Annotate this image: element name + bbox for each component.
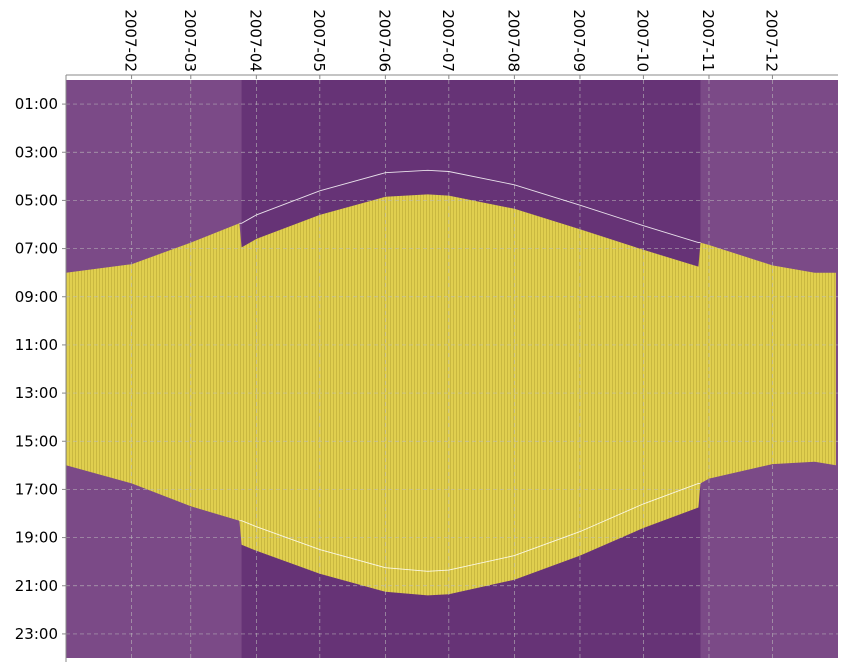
standard-time-sunset-line [239, 482, 701, 572]
x-tick-label: 2007-07 [439, 9, 457, 72]
y-tick-label: 17:00 [15, 480, 58, 498]
grid-lines [66, 80, 838, 658]
x-axis-tick-labels: 2007-02 2007-03 2007-04 2007-05 2007-06 2007-… [122, 9, 781, 72]
x-tick-label: 2007-11 [699, 9, 717, 72]
x-tick-label: 2007-02 [122, 9, 140, 72]
axes [62, 74, 838, 662]
x-tick-label: 2007-06 [375, 9, 393, 72]
y-tick-label: 03:00 [15, 143, 58, 161]
y-tick-label: 13:00 [15, 384, 58, 402]
y-tick-label: 11:00 [15, 336, 58, 354]
y-tick-label: 07:00 [15, 240, 58, 258]
x-tick-label: 2007-04 [246, 9, 264, 72]
y-tick-label: 15:00 [15, 432, 58, 450]
y-tick-label: 05:00 [15, 191, 58, 209]
x-tick-label: 2007-12 [762, 9, 780, 72]
x-tick-label: 2007-05 [310, 9, 328, 72]
y-tick-label: 09:00 [15, 288, 58, 306]
x-tick-label: 2007-10 [633, 9, 651, 72]
y-tick-label: 19:00 [15, 529, 58, 547]
y-tick-label: 23:00 [15, 625, 58, 643]
x-tick-label: 2007-03 [181, 9, 199, 72]
reference-lines [239, 169, 701, 572]
y-axis-tick-labels: 01:00 03:00 05:00 07:00 09:00 11:00 13:00 15:00… [15, 95, 58, 643]
standard-time-sunrise-line [239, 169, 701, 244]
y-tick-label: 21:00 [15, 577, 58, 595]
x-tick-label: 2007-09 [570, 9, 588, 72]
y-tick-label: 01:00 [15, 95, 58, 113]
x-tick-label: 2007-08 [504, 9, 522, 72]
